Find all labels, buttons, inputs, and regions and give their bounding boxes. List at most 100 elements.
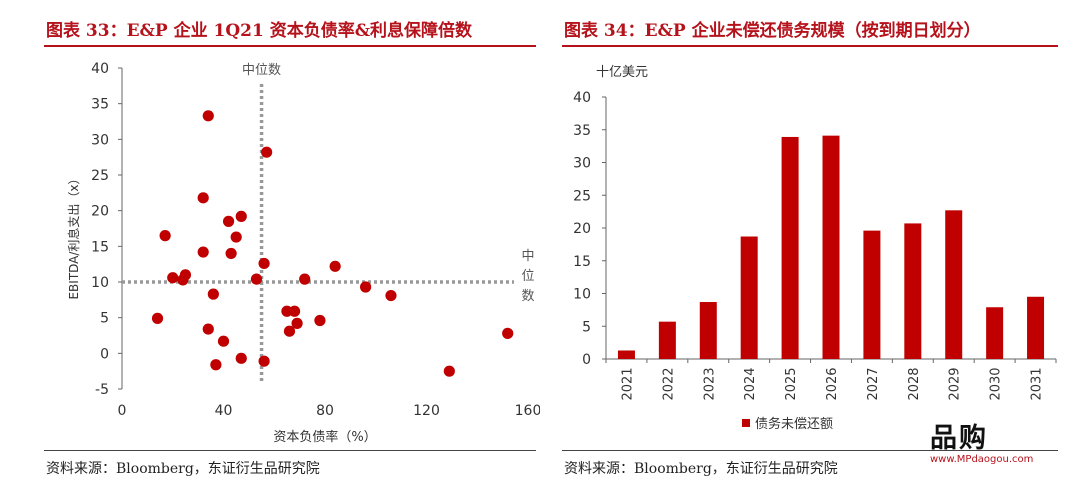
bar [863,230,881,359]
y-tick-label: 40 [91,61,109,77]
y-tick-label: 30 [573,156,591,172]
y-tick-label: 25 [573,188,591,204]
scatter-point [385,289,397,302]
scatter-point [283,325,296,337]
scatter-point [360,281,372,293]
scatter-point [210,359,222,371]
scatter-point [202,323,214,335]
scatter-point [258,257,270,270]
x-tick-label: 2027 [866,367,881,400]
bar [699,302,717,359]
scatter-point [202,110,214,122]
bar-bottom-rule [562,450,1058,451]
scatter-point [197,192,209,204]
scatter-title-rule [44,45,536,47]
scatter-source: 资料来源：Bloomberg，东证衍生品研究院 [46,461,320,477]
bar [986,307,1004,359]
scatter-panel: 图表 33：E&P 企业 1Q21 资本负债率&利息保障倍数 -5 0 5 10 15 2… [44,21,540,477]
scatter-point [225,247,237,260]
bar [1027,296,1045,359]
watermark-logo: 品购 [930,423,988,454]
x-tick-label: 2025 [784,367,799,400]
scatter-point [502,327,514,339]
y-tick-label: 20 [91,204,109,220]
scatter-point [329,260,341,272]
bar [822,135,840,359]
median-y-label-char: 中 [521,249,534,264]
bar-title: 图表 34：E&P 企业未偿还债务规模（按到期日划分） [564,21,981,41]
scatter-point [222,215,235,227]
y-tick-label: 40 [573,90,591,106]
y-tick-label: 10 [91,275,109,291]
scatter-point [261,146,273,158]
scatter-point [217,335,230,347]
scatter-point [235,210,247,222]
x-tick-label: 160 [515,403,540,419]
x-tick-label: 2029 [948,367,963,400]
median-y-label-char: 位 [521,269,534,284]
scatter-point [197,246,209,258]
scatter-point [314,314,326,327]
bar-title-rule [562,45,1058,47]
x-tick-label: 2021 [620,367,635,400]
x-axis-title: 资本负债率（%） [273,429,376,445]
scatter-point [299,273,311,285]
scatter-point [230,231,242,243]
median-x-label: 中位数 [242,63,281,78]
y-tick-label: 30 [91,132,109,148]
bar [740,236,758,359]
watermark: 品购 www.MPdaogou.com [930,424,1070,474]
y-tick-label: 5 [582,319,591,335]
y-tick-label: 25 [91,168,109,184]
scatter-point [167,272,179,284]
y-tick-label: -5 [95,382,109,398]
bar [658,321,676,359]
y-tick-label: 5 [100,311,109,327]
x-tick-label: 2024 [743,367,758,400]
x-tick-label: 2026 [825,367,840,400]
legend-swatch [742,419,750,427]
y-tick-label: 15 [573,254,591,270]
y-unit-label: 十亿美元 [596,65,648,80]
scatter-point [291,317,303,329]
x-tick-label: 2022 [661,367,676,400]
bar-source: 资料来源：Bloomberg，东证衍生品研究院 [564,461,838,477]
legend-label: 债务未偿还额 [755,416,833,432]
x-tick-label: 2030 [989,367,1004,400]
y-tick-label: 35 [91,97,109,113]
bar [945,210,963,359]
x-tick-label: 40 [215,403,233,419]
scatter-point [250,273,263,285]
scatter-title: 图表 33：E&P 企业 1Q21 资本负债率&利息保障倍数 [46,21,473,41]
y-tick-label: 0 [100,346,109,362]
scatter-point [235,352,247,364]
x-tick-label: 80 [316,403,334,419]
scatter-point [288,305,301,317]
scatter-point [159,230,171,242]
y-tick-label: 10 [573,287,591,303]
y-tick-label: 20 [573,221,591,237]
x-tick-label: 2023 [702,367,717,400]
x-tick-label: 2028 [907,367,922,400]
y-tick-label: 35 [573,123,591,139]
x-tick-label: 120 [413,403,440,419]
y-axis-title: EBITDA/利息支出（x） [66,172,81,299]
y-tick-label: 0 [582,352,591,368]
scatter-point [258,355,270,367]
watermark-url: www.MPdaogou.com [930,454,1034,465]
y-tick-label: 15 [91,239,109,255]
bar-panel: 图表 34：E&P 企业未偿还债务规模（按到期日划分） 十亿美元 0 5 10 15 20… [560,0,1080,495]
scatter-point [151,312,164,324]
scatter-point [177,274,189,286]
x-tick-label: 2031 [1030,367,1045,400]
scatter-bottom-rule [44,450,536,451]
median-y-label-char: 数 [521,289,534,304]
bar [904,223,922,359]
scatter-point [207,288,219,300]
bar [781,136,799,359]
x-tick-label: 0 [118,403,127,419]
scatter-point [443,365,455,377]
bar [617,350,635,359]
